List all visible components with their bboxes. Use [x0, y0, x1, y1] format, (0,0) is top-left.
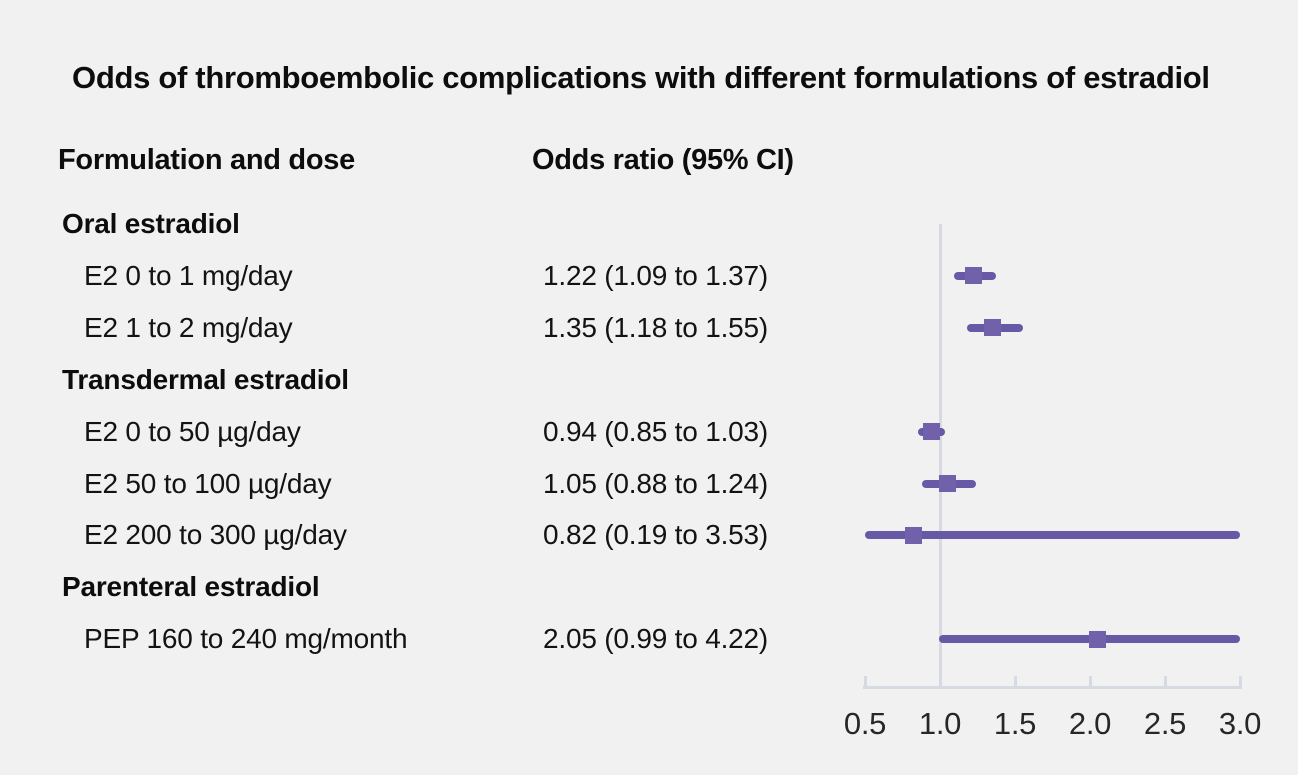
chart-title: Odds of thromboembolic complications wit… [72, 60, 1210, 95]
row-label: E2 200 to 300 µg/day [84, 519, 347, 551]
x-axis-tick-label: 0.5 [843, 706, 887, 741]
x-axis-tick [938, 676, 942, 687]
x-axis-tick-label: 1.0 [918, 706, 962, 741]
x-axis-tick-label: 3.0 [1218, 706, 1262, 741]
estimate-marker [904, 526, 922, 544]
row-odds-ratio-value: 0.82 (0.19 to 3.53) [543, 519, 769, 551]
x-axis-tick [1088, 676, 1092, 687]
x-axis-tick-label: 2.5 [1143, 706, 1187, 741]
estimate-marker [964, 267, 982, 285]
row-odds-ratio-value: 1.22 (1.09 to 1.37) [543, 259, 769, 291]
row-odds-ratio-value: 2.05 (0.99 to 4.22) [543, 623, 769, 655]
x-axis-line [863, 686, 1242, 689]
row-label: E2 0 to 50 µg/day [84, 415, 301, 447]
estimate-marker [939, 475, 956, 492]
reference-line [938, 224, 942, 688]
group-label: Transdermal estradiol [62, 363, 349, 395]
estimate-marker [922, 423, 940, 441]
x-axis-tick-label: 2.0 [1068, 706, 1112, 741]
x-axis-tick [863, 676, 867, 687]
estimate-marker [1089, 630, 1106, 648]
x-axis-tick [1163, 676, 1167, 687]
group-label: Oral estradiol [62, 208, 240, 239]
row-label: PEP 160 to 240 mg/month [84, 623, 408, 655]
column-header-odds-ratio: Odds ratio (95% CI) [532, 144, 794, 176]
row-odds-ratio-value: 1.05 (0.88 to 1.24) [543, 467, 769, 499]
row-label: E2 1 to 2 mg/day [84, 311, 293, 343]
row-label: E2 0 to 1 mg/day [84, 259, 293, 291]
ci-bar [865, 531, 1240, 540]
x-axis-tick [1013, 676, 1017, 687]
x-axis-tick [1238, 676, 1242, 687]
row-label: E2 50 to 100 µg/day [84, 467, 332, 499]
group-label: Parenteral estradiol [62, 571, 320, 603]
x-axis-tick-label: 1.5 [993, 706, 1037, 741]
row-odds-ratio-value: 1.35 (1.18 to 1.55) [543, 311, 769, 343]
row-odds-ratio-value: 0.94 (0.85 to 1.03) [543, 415, 769, 447]
column-header-formulation: Formulation and dose [58, 144, 355, 176]
estimate-marker [984, 319, 1001, 337]
